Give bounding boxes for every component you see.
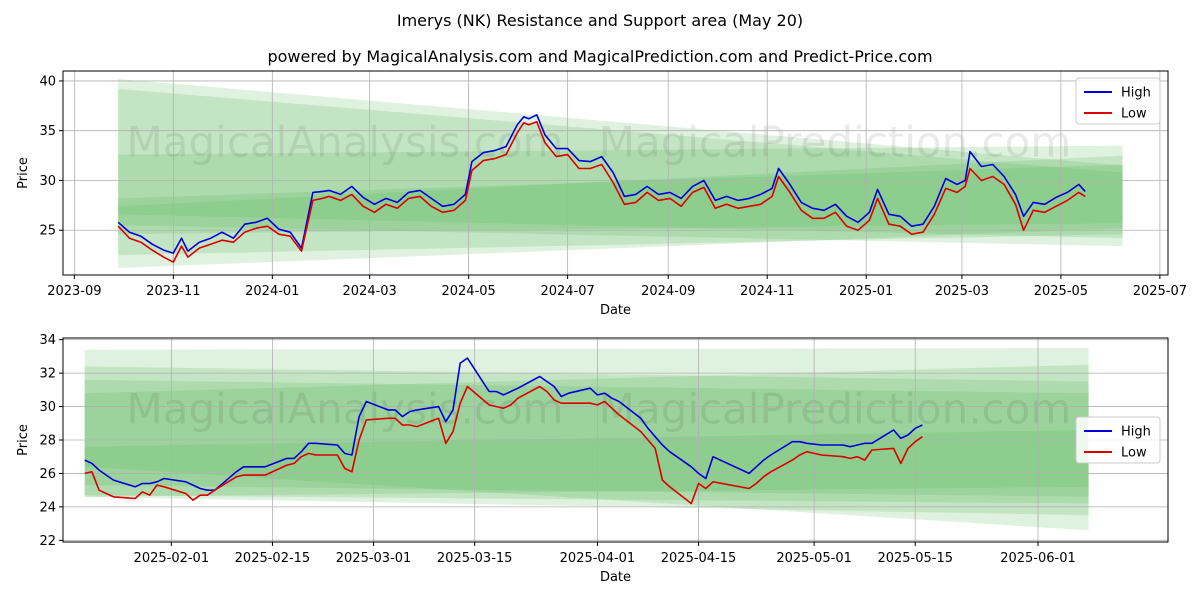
top-watermark-0: MagicalAnalysis.com [127, 118, 564, 167]
bottom-ytick-label: 28 [39, 434, 56, 449]
top-xtick-label: 2025-03 [935, 284, 989, 299]
top-ytick-label: 40 [39, 74, 56, 89]
bottom-xtick-label: 2025-03-15 [437, 551, 513, 566]
top-bands [118, 78, 1123, 269]
bottom-xtick-label: 2025-03-01 [336, 551, 412, 566]
bottom-xtick-label: 2025-02-15 [235, 551, 311, 566]
bottom-band-0 [84, 348, 1089, 531]
bottom-series [84, 357, 923, 505]
bottom-yaxis-label: Price [16, 424, 31, 456]
bottom-band-1 [84, 366, 1089, 497]
top-xtick-label: 2024-07 [540, 284, 594, 299]
bottom-xtick-label: 2025-05-01 [776, 551, 852, 566]
chart-subtitle: powered by MagicalAnalysis.com and Magic… [267, 47, 932, 66]
bottom-watermark-1: MagicalPrediction.com [599, 385, 1072, 434]
top-xtick-label: 2024-03 [343, 284, 397, 299]
bottom-chart-panel: MagicalAnalysis.com MagicalPrediction.com… [16, 333, 1169, 585]
top-plot-frame [62, 70, 1169, 276]
top-xtick-label: 2025-01 [839, 284, 893, 299]
top-band-0 [118, 78, 1123, 269]
top-yaxis-label: Price [16, 157, 31, 189]
top-grid [63, 71, 1168, 275]
top-legend-label-low: Low [1121, 107, 1147, 122]
bottom-bands [84, 348, 1089, 531]
top-ytick-label: 30 [39, 174, 56, 189]
bottom-ytick-label: 32 [39, 367, 56, 382]
bottom-xtick-label: 2025-06-01 [1000, 551, 1076, 566]
bottom-series-high-line [84, 357, 923, 492]
bottom-legend-label-high: High [1121, 425, 1151, 440]
top-xtick-label: 2024-11 [740, 284, 794, 299]
bottom-xtick-label: 2025-05-15 [877, 551, 953, 566]
top-xtick-label: 2025-07 [1133, 284, 1187, 299]
bottom-xaxis-label: Date [600, 570, 631, 585]
bottom-ytick-label: 26 [39, 467, 56, 482]
bottom-ytick-label: 34 [39, 333, 56, 348]
top-ytick-label: 35 [39, 124, 56, 139]
top-xtick-label: 2025-05 [1034, 284, 1088, 299]
bottom-xtick-label: 2025-04-01 [560, 551, 636, 566]
top-xtick-label: 2023-09 [47, 284, 101, 299]
top-watermark-1: MagicalPrediction.com [599, 118, 1072, 167]
bottom-series-low-line [84, 385, 923, 505]
top-xtick-label: 2024-05 [441, 284, 495, 299]
chart-title: Imerys (NK) Resistance and Support area … [397, 11, 803, 30]
bottom-ytick-label: 30 [39, 400, 56, 415]
bottom-ytick-label: 22 [39, 534, 56, 549]
bottom-xtick-label: 2025-04-15 [661, 551, 737, 566]
top-xtick-label: 2024-09 [641, 284, 695, 299]
bottom-ytick-label: 24 [39, 500, 56, 515]
top-series-high-line [117, 114, 1086, 254]
bottom-band-2 [84, 379, 1089, 497]
bottom-xtick-label: 2025-02-01 [134, 551, 210, 566]
top-ytick-label: 25 [39, 224, 56, 239]
bottom-watermark-0: MagicalAnalysis.com [127, 385, 564, 434]
bottom-legend-label-low: Low [1121, 446, 1147, 461]
top-xaxis-label: Date [600, 303, 631, 318]
top-legend-label-high: High [1121, 86, 1151, 101]
top-series [117, 114, 1086, 263]
top-legend: High Low [1075, 77, 1161, 125]
top-xtick-label: 2023-11 [146, 284, 200, 299]
bottom-band-4 [84, 429, 1089, 504]
top-chart-panel: MagicalAnalysis.com MagicalPrediction.com… [16, 70, 1187, 318]
top-series-low-line [117, 121, 1086, 263]
top-xtick-label: 2024-01 [245, 284, 299, 299]
bottom-grid [63, 338, 1168, 542]
top-band-3 [118, 164, 1123, 239]
bottom-legend: High Low [1075, 416, 1161, 464]
